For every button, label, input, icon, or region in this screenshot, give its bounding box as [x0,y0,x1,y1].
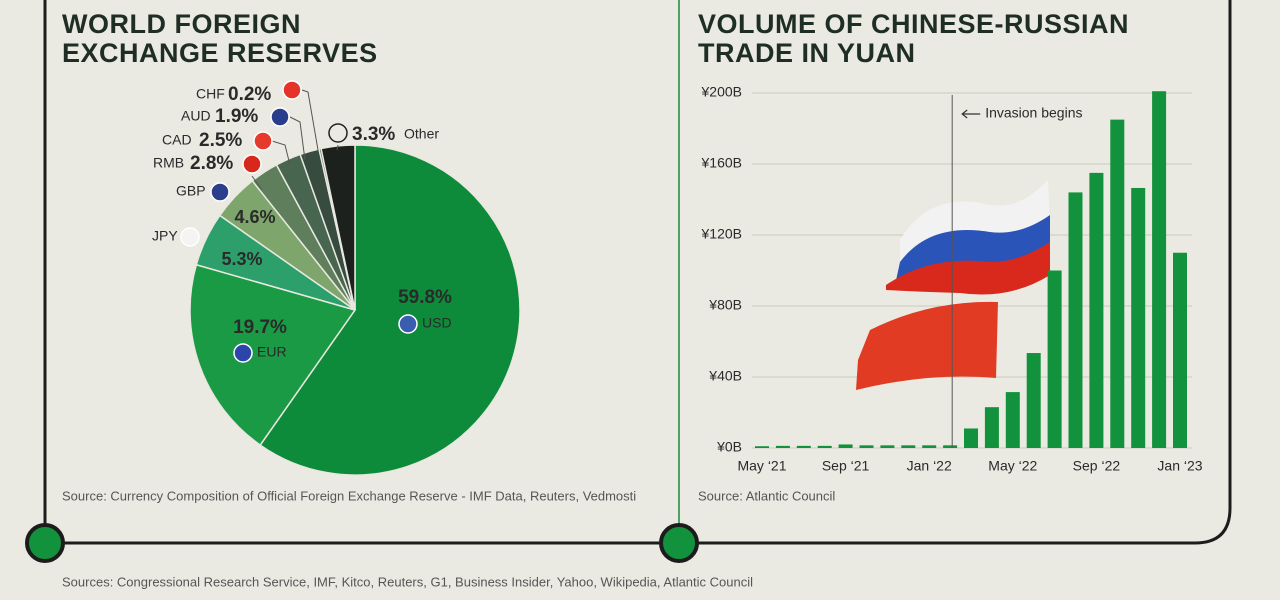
x-tick-label: Jan ‘23 [1157,458,1202,474]
y-tick-label: ¥80B [708,297,742,313]
flag-icon [233,343,253,363]
bar [755,446,769,448]
source: Source: Currency Composition of Official… [62,488,636,503]
pie-title: WORLD FOREIGN EXCHANGE RESERVES [62,9,378,68]
category-label: Other [404,126,439,142]
annotation: Invasion begins [985,105,1082,121]
value-label: 5.3% [221,249,262,269]
annotation-arrow [961,109,981,119]
leader-line [301,89,319,151]
flag-deco [856,301,998,390]
y-tick-label: ¥120B [701,226,742,242]
y-tick-label: ¥160B [701,155,742,171]
value-label: 2.5% [199,130,242,151]
frame [43,0,1232,545]
flag-icon [328,123,348,143]
bar [1110,119,1125,448]
value-label: 19.7% [233,317,287,338]
flag-icon [282,80,302,100]
bar [984,407,999,448]
flag-icon [210,182,230,202]
flag-icon [180,227,200,247]
x-tick-label: May ‘22 [988,458,1037,474]
x-tick-label: May ‘21 [737,458,786,474]
bar [943,445,958,448]
value-label: 59.8% [398,287,452,308]
bar-title: VOLUME OF CHINESE-RUSSIAN TRADE IN YUAN [698,9,1130,68]
source: Source: Atlantic Council [698,488,835,503]
category-label: AUD [181,108,211,124]
bar [964,428,978,448]
bar [775,445,790,448]
frame-dot [659,523,699,563]
flag-icon [270,107,290,127]
footer-sources: Sources: Congressional Research Service,… [62,574,753,589]
bar [796,445,811,448]
bar [1152,91,1167,448]
pie-slice [259,144,521,476]
x-tick-label: Jan ‘22 [907,458,952,474]
bar [838,444,853,448]
category-label: EUR [257,344,287,360]
y-tick-label: ¥200B [701,84,742,100]
bar [922,445,937,448]
leader-line [271,140,291,166]
flag-deco [900,180,1050,280]
bar [1089,172,1104,448]
frame-dot [25,523,65,563]
category-label: CAD [162,132,192,148]
category-label: RMB [153,155,184,171]
bar [1026,353,1041,448]
bar [1005,392,1020,448]
category-label: CHF [196,86,225,102]
bar [817,445,832,448]
bar [901,445,916,448]
value-label: 4.6% [234,207,275,227]
bar [1131,187,1146,448]
bar [1173,252,1187,448]
bar [859,445,874,448]
y-tick-label: ¥40B [708,368,742,384]
flag-icon [242,154,262,174]
leader-line [336,144,339,151]
flag-icon [253,131,273,151]
pie-slice [189,263,357,447]
flag-deco [886,242,1050,295]
y-tick-label: ¥0B [716,439,742,455]
value-label: 3.3% [352,124,395,145]
leader-line [251,175,263,191]
bar [1047,270,1062,448]
bar [880,445,895,448]
bar [1068,192,1083,448]
category-label: GBP [176,183,206,199]
x-tick-label: Sep ‘22 [1073,458,1121,474]
value-label: 1.9% [215,106,258,127]
value-label: 0.2% [228,84,271,105]
flag-icon [398,314,418,334]
x-tick-label: Sep ‘21 [822,458,870,474]
category-label: JPY [152,228,178,244]
value-label: 2.8% [190,153,233,174]
leader-line [289,116,306,161]
category-label: USD [422,315,452,331]
